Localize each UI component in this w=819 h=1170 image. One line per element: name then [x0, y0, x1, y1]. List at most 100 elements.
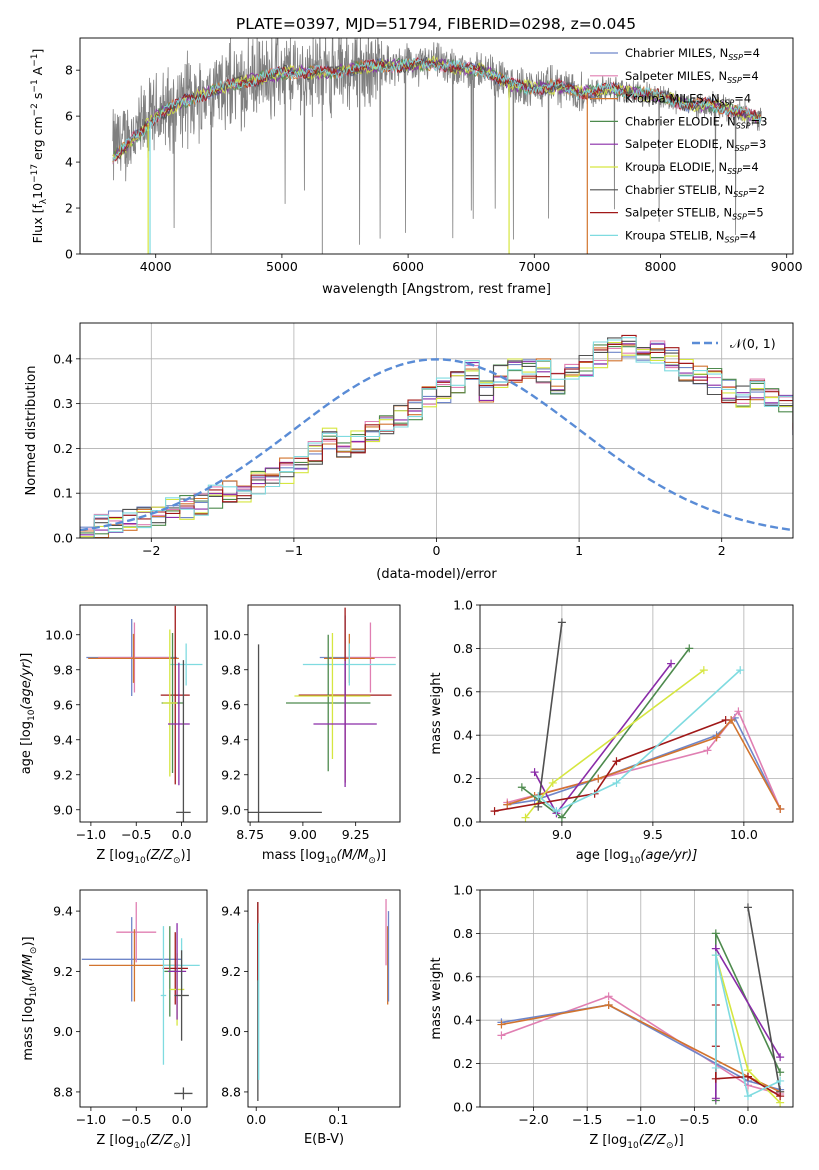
ylabel-part: ] [19, 653, 34, 658]
x-tick-label: 9.5 [643, 827, 663, 842]
legend-nssp: =2 [748, 183, 765, 197]
weight-vs-Z-lines [497, 903, 785, 1107]
weight-marker [503, 800, 512, 809]
weight-marker [497, 1031, 506, 1040]
weight-marker [612, 778, 621, 787]
legend-entry: Salpeter MILES, NSSP=4 [625, 69, 759, 85]
xlabel-sub: 10 [134, 856, 146, 866]
x-tick-label: −2.0 [518, 1112, 548, 1127]
y-tick-label: 0.1 [53, 486, 73, 501]
legend-entry: Kroupa STELIB, NSSP=4 [625, 228, 756, 244]
ylabel-part: −1 [30, 79, 40, 92]
x-tick-label: −1.0 [626, 1112, 656, 1127]
y-tick-label: 8 [65, 63, 73, 78]
y-tick-label: 0.8 [453, 926, 473, 941]
y-tick-label: 1.0 [453, 883, 473, 898]
weight-marker [699, 666, 708, 675]
weight-marker [548, 778, 557, 787]
weight-marker [552, 807, 561, 816]
y-tick-label: 9.0 [53, 802, 73, 817]
gaussian-curve [80, 358, 793, 532]
residual-steps [80, 334, 793, 538]
y-tick-label: 10.0 [213, 627, 241, 642]
age-vs-Z-axes: −1.0 −0.5 0.0 9.0 9.2 9.4 9.6 9.8 10.0 [45, 627, 191, 842]
x-tick-label: 9000 [771, 259, 803, 274]
legend-sub: SSP [736, 121, 751, 130]
xlabel-sub: ⊙ [666, 1141, 674, 1151]
ylabel-part: s [30, 93, 45, 104]
weight-vs-Z-xlabel: Z [log10(Z/Z⊙)] [589, 1133, 683, 1151]
spectrum-frame [79, 37, 794, 255]
legend-nssp: =4 [739, 228, 756, 242]
residuals-ylabel: Normed distribution [24, 366, 39, 496]
y-tick-label: 0.0 [53, 531, 73, 546]
mass-vs-Z-ylabel: mass [log10(M/M⊙)] [21, 936, 39, 1060]
ylabel-part: λ [39, 198, 49, 204]
x-tick-label: 8000 [645, 259, 677, 274]
x-tick-label: 8.75 [236, 827, 264, 842]
legend-sub: SSP [725, 235, 740, 244]
y-tick-label: 0.0 [453, 1100, 473, 1115]
legend-entry: Salpeter ELODIE, NSSP=3 [625, 137, 766, 153]
x-tick-label: 0 [433, 543, 441, 558]
weight-marker [685, 644, 694, 653]
xlabel-part: (Z/Z [639, 1133, 667, 1148]
ylabel-part: A [30, 66, 45, 79]
x-tick-label: −2 [142, 543, 160, 558]
legend-entry: Kroupa ELODIE, NSSP=4 [625, 160, 759, 176]
x-tick-label: −1 [285, 543, 303, 558]
legend-model: Chabrier STELIB, N [625, 183, 733, 197]
figure-title: PLATE=0397, MJD=51794, FIBERID=0298, z=0… [236, 15, 636, 33]
ylabel-part: (M/M [21, 954, 36, 986]
weight-marker [736, 666, 745, 675]
ylabel-sub: 10 [29, 986, 39, 998]
y-tick-label: 0.3 [53, 396, 73, 411]
ylabel-part: Flux [f [30, 204, 45, 244]
y-tick-label: 8.8 [221, 1084, 241, 1099]
mass-vs-ebv-axes: 0.0 0.1 8.8 9.0 9.2 9.4 [221, 904, 348, 1127]
legend-nssp: =5 [747, 206, 764, 220]
x-tick-label: 0.0 [246, 1112, 266, 1127]
xlabel-sub: 10 [629, 856, 641, 866]
xlabel-part: Z [log [589, 1133, 627, 1148]
weight-marker [557, 813, 566, 822]
ylabel-part: ] [30, 49, 45, 54]
legend-entry: Kroupa MILES, NSSP=4 [625, 92, 751, 108]
y-tick-label: 0.6 [453, 969, 473, 984]
legend-sub: SSP [728, 53, 743, 62]
xlabel-part: age [log [576, 848, 629, 863]
y-tick-label: 0.6 [453, 684, 473, 699]
ylabel-part: (age/yr) [19, 658, 34, 710]
weight-line [494, 719, 726, 812]
mass-vs-Z-errorbars [81, 902, 200, 1100]
ylabel-part: mass [log [21, 997, 36, 1060]
ylabel-sub: 10 [27, 709, 37, 721]
y-tick-label: 9.2 [221, 964, 241, 979]
y-tick-label: 9.4 [53, 904, 73, 919]
x-tick-label: −1.5 [572, 1112, 602, 1127]
residual-histogram [80, 342, 793, 538]
x-tick-label: 9.0 [552, 827, 572, 842]
x-tick-label: −0.5 [121, 1112, 151, 1127]
residual-histogram [80, 337, 793, 538]
y-tick-label: 0.8 [453, 641, 473, 656]
weight-marker [530, 768, 539, 777]
age-vs-mass-frame [247, 604, 401, 823]
weight-marker [604, 1001, 613, 1010]
weight-line [507, 716, 782, 810]
y-tick-label: 9.2 [53, 767, 73, 782]
weight-marker [490, 807, 499, 816]
y-tick-label: 9.8 [53, 662, 73, 677]
mass-vs-ebv-xlabel: E(B-V) [304, 1132, 344, 1147]
weight-marker [667, 659, 676, 668]
charts-group: 4000 5000 6000 7000 8000 9000 0 2 4 6 8 wavelength … [19, 37, 803, 1151]
xlabel-part: (Z/Z [146, 1133, 174, 1148]
weight-marker [776, 804, 785, 813]
weight-marker [712, 733, 721, 742]
weight-marker [711, 1063, 720, 1072]
weight-marker [604, 992, 613, 1001]
age-vs-Z-ylabel: age [log10(age/yr)] [19, 653, 37, 775]
weight-marker [703, 746, 712, 755]
xlabel-part: )] [376, 848, 386, 863]
